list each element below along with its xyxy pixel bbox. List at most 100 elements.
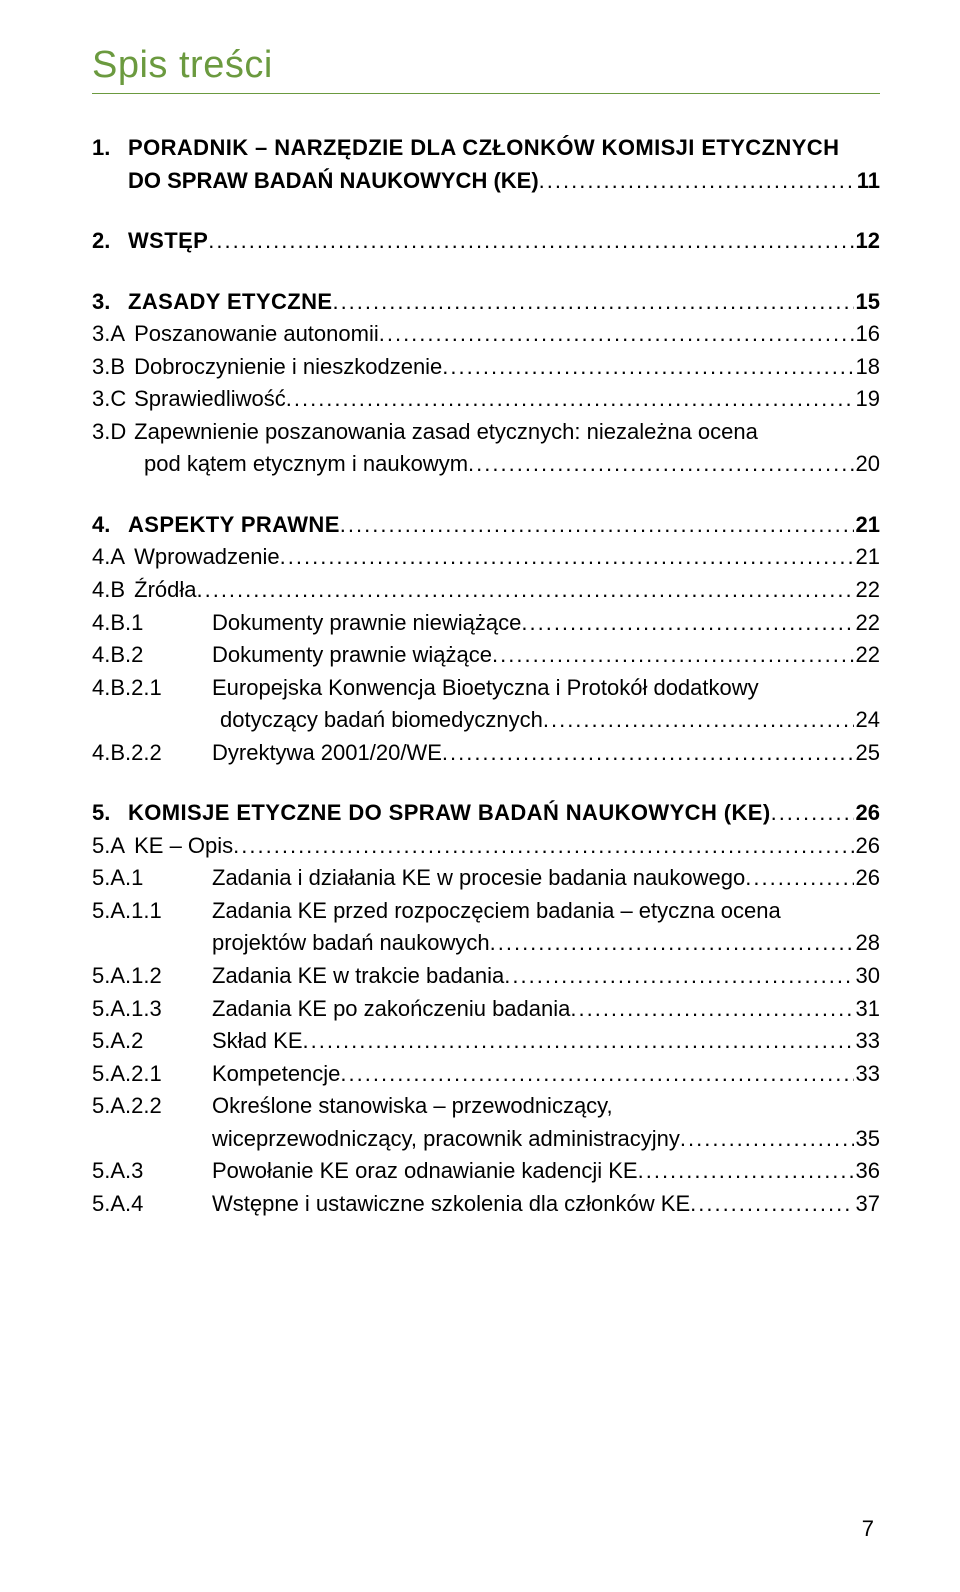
toc-dots — [543, 704, 854, 737]
toc-dots — [286, 383, 854, 416]
toc-page: 12 — [854, 225, 880, 258]
toc-page: 33 — [854, 1025, 880, 1058]
toc-num: 2. — [92, 225, 128, 258]
toc-page: 37 — [854, 1188, 880, 1221]
toc-num: 4.A — [92, 541, 128, 574]
toc-entry: 3.C Sprawiedliwość 19 — [92, 383, 880, 416]
toc-num: 4.B.2.1 — [92, 672, 212, 705]
toc-num: 5.A.4 — [92, 1188, 212, 1221]
toc-head-row: 3. ZASADY ETYCZNE 15 — [92, 286, 880, 319]
toc-label: Dyrektywa 2001/20/WE — [212, 737, 442, 770]
toc-label: Wprowadzenie — [128, 541, 280, 574]
toc-head-label: WSTĘP — [128, 225, 208, 258]
toc-section-3: 3. ZASADY ETYCZNE 15 3.A Poszanowanie au… — [92, 286, 880, 481]
toc-entry-cont: wiceprzewodniczący, pracownik administra… — [92, 1123, 880, 1156]
toc-num: 4.B.2 — [92, 639, 212, 672]
toc-dots — [379, 318, 854, 351]
toc-page: 26 — [854, 862, 880, 895]
toc-cont-label: dotyczący badań biomedycznych — [220, 704, 543, 737]
toc-head-label: PORADNIK – NARZĘDZIE DLA CZŁONKÓW KOMISJ… — [128, 132, 839, 165]
toc-label: Dokumenty prawnie wiążące — [212, 639, 492, 672]
toc-head-row: 2. WSTĘP 12 — [92, 225, 880, 258]
toc-dots — [492, 639, 853, 672]
toc-num: 5.A.2 — [92, 1025, 212, 1058]
toc-num: 1. — [92, 132, 128, 165]
toc-num: 5.A.2.1 — [92, 1058, 212, 1091]
toc-label: Zadania KE w trakcie badania — [212, 960, 504, 993]
toc-entry: 3.D Zapewnienie poszanowania zasad etycz… — [92, 416, 880, 449]
toc-head-cont: DO SPRAW BADAŃ NAUKOWYCH (KE) 11 — [92, 165, 880, 198]
toc-dots — [745, 862, 853, 895]
toc-page: 33 — [854, 1058, 880, 1091]
toc-dots — [504, 960, 853, 993]
toc-label: Wstępne i ustawiczne szkolenia dla człon… — [212, 1188, 690, 1221]
toc-num: 3. — [92, 286, 128, 319]
toc-page: 24 — [854, 704, 880, 737]
toc-label-text: Sprawiedliwość — [134, 386, 286, 411]
page-number: 7 — [862, 1516, 874, 1542]
toc-page: 18 — [854, 351, 880, 384]
toc-head-label: ZASADY ETYCZNE — [128, 286, 332, 319]
toc-dots — [208, 225, 853, 258]
toc-page: 15 — [854, 286, 880, 319]
toc-entry: 5.A.1.2 Zadania KE w trakcie badania 30 — [92, 960, 880, 993]
toc-cont-label: projektów badań naukowych — [212, 927, 490, 960]
toc-label: Powołanie KE oraz odnawianie kadencji KE — [212, 1155, 638, 1188]
toc-label: Skład KE — [212, 1025, 303, 1058]
toc-entry: 4.B.2.2 Dyrektywa 2001/20/WE 25 — [92, 737, 880, 770]
toc-page: 28 — [854, 927, 880, 960]
toc-label: Sprawiedliwość — [128, 383, 286, 416]
toc-entry: 4.B.2 Dokumenty prawnie wiążące 22 — [92, 639, 880, 672]
toc-num: 5.A.1.2 — [92, 960, 212, 993]
toc-num: 3.B — [92, 351, 128, 384]
toc-dots — [303, 1025, 854, 1058]
toc-num: 5.A — [92, 830, 128, 863]
toc-label: Dokumenty prawnie niewiążące — [212, 607, 521, 640]
toc-dots — [340, 509, 854, 542]
toc-label: Poszanowanie autonomii — [128, 318, 379, 351]
toc-dots — [196, 574, 853, 607]
toc-dots — [340, 1058, 853, 1091]
toc-dots — [468, 448, 853, 481]
toc-label: Kompetencje — [212, 1058, 340, 1091]
toc-num: 5. — [92, 797, 128, 830]
toc-cont-label: pod kątem etycznym i naukowym — [144, 448, 468, 481]
toc-entry: 5.A.4 Wstępne i ustawiczne szkolenia dla… — [92, 1188, 880, 1221]
toc-dots — [490, 927, 854, 960]
title-underline — [92, 93, 880, 94]
toc-label-text: Dobroczynienie i nieszkodzenie — [134, 354, 442, 379]
toc-num: 4. — [92, 509, 128, 542]
toc-entry: 5.A.2 Skład KE 33 — [92, 1025, 880, 1058]
toc-dots — [638, 1155, 854, 1188]
toc-label: Europejska Konwencja Bioetyczna i Protok… — [212, 672, 759, 705]
toc-label-text: Zapewnienie poszanowania zasad etycznych… — [134, 419, 758, 444]
toc-dots — [570, 993, 853, 1026]
toc-num: 3.A — [92, 318, 128, 351]
toc-head-row: 4. ASPEKTY PRAWNE 21 — [92, 509, 880, 542]
toc-head-row: 5. KOMISJE ETYCZNE DO SPRAW BADAŃ NAUKOW… — [92, 797, 880, 830]
toc-dots — [521, 607, 853, 640]
toc-dots — [233, 830, 853, 863]
toc-page: 25 — [854, 737, 880, 770]
toc-dots — [442, 351, 853, 384]
toc-label-text: KE – Opis — [134, 833, 233, 858]
toc-label-text: Wprowadzenie — [134, 544, 280, 569]
toc-label: Dobroczynienie i nieszkodzenie — [128, 351, 442, 384]
toc-num: 5.A.1.1 — [92, 895, 212, 928]
toc-label: Zadania i działania KE w procesie badani… — [212, 862, 745, 895]
toc-dots — [771, 797, 854, 830]
toc-page: 21 — [854, 541, 880, 574]
toc-num: 3.D — [92, 416, 128, 449]
toc-num: 5.A.2.2 — [92, 1090, 212, 1123]
toc-label-text: Źródła — [134, 577, 196, 602]
toc-entry-cont: projektów badań naukowych 28 — [92, 927, 880, 960]
toc-entry: 5.A.2.2 Określone stanowiska – przewodni… — [92, 1090, 880, 1123]
toc-page: 16 — [854, 318, 880, 351]
toc-entry: 5.A KE – Opis 26 — [92, 830, 880, 863]
toc-entry: 3.A Poszanowanie autonomii 16 — [92, 318, 880, 351]
toc-head-label: ASPEKTY PRAWNE — [128, 509, 340, 542]
toc-page: 19 — [854, 383, 880, 416]
toc-dots — [680, 1123, 854, 1156]
toc-entry: 5.A.1.1 Zadania KE przed rozpoczęciem ba… — [92, 895, 880, 928]
toc-page: 22 — [854, 639, 880, 672]
